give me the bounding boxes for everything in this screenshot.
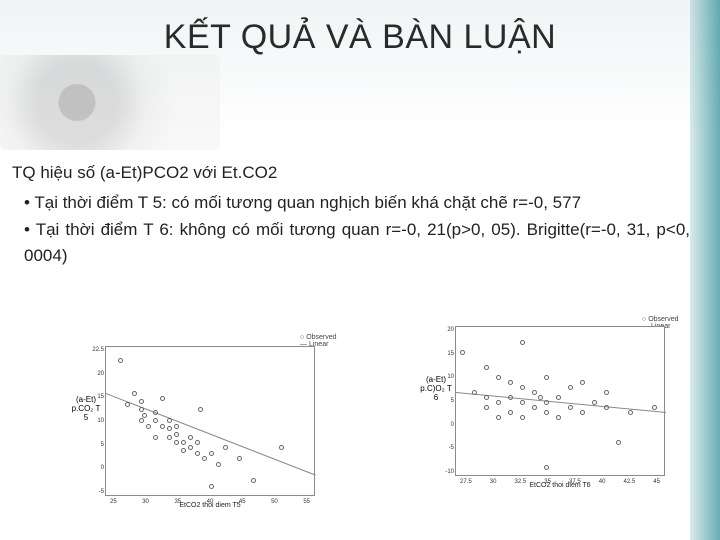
stethoscope-photo	[0, 55, 220, 150]
body-text: TQ hiệu số (a-Et)PCO2 với Et.CO2 Tại thờ…	[12, 160, 690, 270]
scatter-chart-t6: (a-Et) p.C)O₂ T 6 20151050-5-10 27.53032…	[420, 326, 665, 476]
scatter-chart-t5: (a-Et) p.CO₂ T 5 22.520151050-5 25303540…	[70, 346, 315, 496]
slide-title: KẾT QUẢ VÀ BÀN LUẬN	[0, 18, 720, 57]
